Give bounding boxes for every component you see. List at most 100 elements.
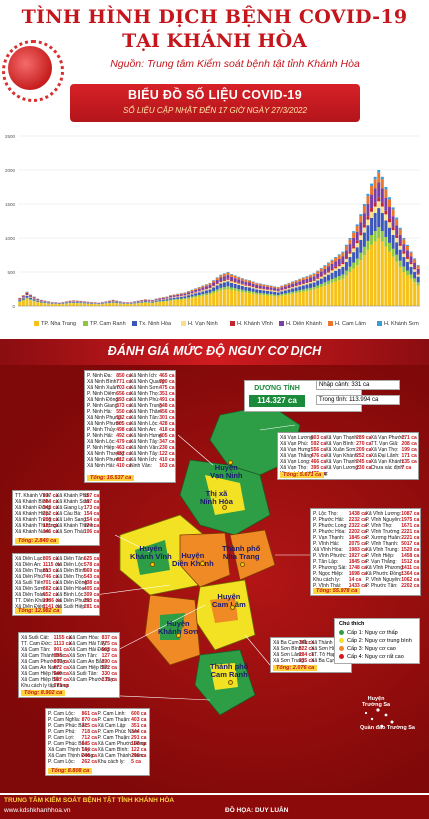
box-cell-name: Xã Ninh Quang:	[130, 379, 166, 385]
box-row: P. Cam Lợi: 712 ca P. Cam Thuận: 291 ca	[48, 735, 147, 741]
chart-bar-segment	[402, 238, 406, 240]
box-cell-name: P. Vĩnh Phước:	[313, 553, 347, 559]
chart-bar-segment	[298, 290, 302, 293]
chart-bar-segment	[147, 302, 151, 306]
pin-van-ninh	[228, 460, 233, 465]
chart-bar-segment	[258, 294, 262, 306]
chart-bar-segment	[309, 290, 313, 306]
chart-bar-segment	[269, 289, 273, 291]
footer-website[interactable]: www.kdshkhanhhoa.vn	[4, 807, 71, 814]
chart-bar-segment	[36, 299, 40, 301]
chart-bar-segment	[348, 244, 352, 252]
box-cell-value: 578 ca	[83, 562, 100, 568]
box-cell-value: 813 ca	[42, 568, 59, 574]
chart-bar-segment	[79, 302, 83, 304]
box-cell-name: Xã Cam Thành Bắc:	[21, 653, 66, 659]
chart-bar-segment	[179, 293, 183, 295]
chart-bar-segment	[75, 302, 79, 303]
chart-bar-segment	[398, 234, 402, 244]
legend-item: H. Vạn Ninh	[181, 321, 218, 327]
label-cam-ranh: Thành phố Cam Ranh	[210, 662, 249, 679]
box-cell-value: 837 ca	[101, 635, 117, 641]
chart-bar-segment	[334, 266, 338, 269]
chart-bar-segment	[21, 296, 25, 298]
chart-bar-segment	[269, 286, 273, 288]
chart-bar-segment	[326, 263, 330, 267]
box-cell-value: 1975 ca	[401, 517, 420, 523]
box-cell-name: Xã Ninh Phụng:	[87, 415, 123, 421]
chart-bar-segment	[405, 244, 409, 247]
pin-nha-trang	[240, 562, 245, 567]
chart-bar-segment	[169, 298, 173, 300]
chart-bar-segment	[204, 289, 208, 291]
chart-bar-segment	[334, 281, 338, 306]
box-cell-name: Xã Ninh Sơn:	[130, 385, 160, 391]
box-cell-value: 1845 ca	[348, 559, 367, 565]
chart-bar-segment	[269, 294, 273, 296]
box-cell-name: P. Vĩnh Hiệp:	[365, 553, 395, 559]
chart-bar-segment	[405, 257, 409, 259]
chart-bar-segment	[25, 295, 29, 298]
box-row: Xã Ninh Phụng: 532 ca Xã Ninh Tân: 301 ca	[87, 415, 175, 421]
box-cell-value: 262 ca	[81, 759, 97, 765]
chart-bar-segment	[194, 293, 198, 296]
chart-bar-segment	[190, 293, 194, 295]
chart-bar-segment	[395, 237, 399, 243]
box-cell-value: 593 ca	[116, 397, 132, 403]
box-cell-value: 347 ca	[159, 439, 175, 445]
chart-bar-segment	[273, 296, 277, 306]
box-cell-value: 1364 ca	[401, 571, 420, 577]
box-row: Xã Diên Điền: 1141 ca Xã Suối Hiệp: 281 ca	[15, 604, 99, 610]
chart-bar-segment	[334, 258, 338, 262]
chart-bar-segment	[273, 290, 277, 291]
chart-bar-segment	[366, 196, 370, 204]
chart-bar-segment	[251, 287, 255, 289]
chart-bar-segment	[344, 250, 348, 258]
chart-bar-segment	[330, 263, 334, 270]
chart-bar-segment	[380, 202, 384, 207]
box-row: Khu cách ly: 14 ca P. Vĩnh Nguyên: 1062 ca	[313, 577, 419, 583]
chart-bar-segment	[172, 294, 176, 296]
chart-bar-segment	[391, 216, 395, 228]
box-row: Xã Ninh Đông: 593 ca Xã Ninh Phú: 491 ca	[87, 397, 175, 403]
chart-bar-segment	[344, 261, 348, 271]
chart-bar-segment	[294, 285, 298, 287]
chart-bar-segment	[161, 301, 165, 306]
box-cell-name: Xã Sơn Thái:	[56, 529, 86, 535]
chart-bar-segment	[233, 283, 237, 289]
box-row: Xã Ninh Hải: 410 ca Ninh Vân: 163 ca	[87, 463, 175, 469]
box-row: Xã Cam Thịnh Đông: 246 ca Xã Cam Thành Nam…	[48, 753, 147, 759]
box-row: Xã Khánh Nam: 146 ca Xã Sơn Thái: 106 ca	[15, 529, 99, 535]
box-cell-value: 146 ca	[42, 529, 59, 535]
chart-bar-segment	[316, 277, 320, 279]
chart-bar-segment	[212, 293, 216, 306]
chart-bar-segment	[226, 272, 230, 273]
chart-bar-segment	[416, 285, 420, 306]
chart-bar-segment	[262, 295, 266, 306]
chart-bar-segment	[355, 226, 359, 232]
chart-bar-segment	[154, 299, 158, 301]
chart-bar-segment	[348, 272, 352, 306]
chart-bar-segment	[330, 282, 334, 306]
box-cell-name: Xã Sơn Tân:	[69, 653, 98, 659]
box-cell-value: 775 ca	[101, 641, 117, 647]
legend-label: TP. Cam Ranh	[90, 321, 126, 327]
chart-bar-segment	[413, 258, 417, 260]
chart-bar-segment	[258, 288, 262, 289]
box-cell-name: P. Vĩnh Thạnh:	[365, 541, 399, 547]
box-cell-name: Xã Liên Sang:	[56, 517, 88, 523]
box-total: Tổng: 16.537 ca	[87, 475, 135, 481]
legend-item: Tx. Ninh Hòa	[132, 321, 171, 327]
legend-label: Tx. Ninh Hòa	[139, 321, 172, 327]
box-cell-name: Xã Suối Cát:	[21, 635, 50, 641]
chart-bar-segment	[47, 302, 51, 304]
box-cell-value: 246 ca	[81, 753, 97, 759]
box-cell-name: Xã Diên Phú:	[15, 574, 45, 580]
chart-bar-segment	[305, 282, 309, 285]
chart-bar-segment	[359, 214, 363, 217]
chart-bar-segment	[416, 273, 420, 275]
chart-bar-segment	[287, 283, 291, 285]
chart-bar-segment	[32, 300, 36, 302]
chart-bar-segment	[291, 282, 295, 284]
chart-bar-segment	[244, 290, 248, 293]
